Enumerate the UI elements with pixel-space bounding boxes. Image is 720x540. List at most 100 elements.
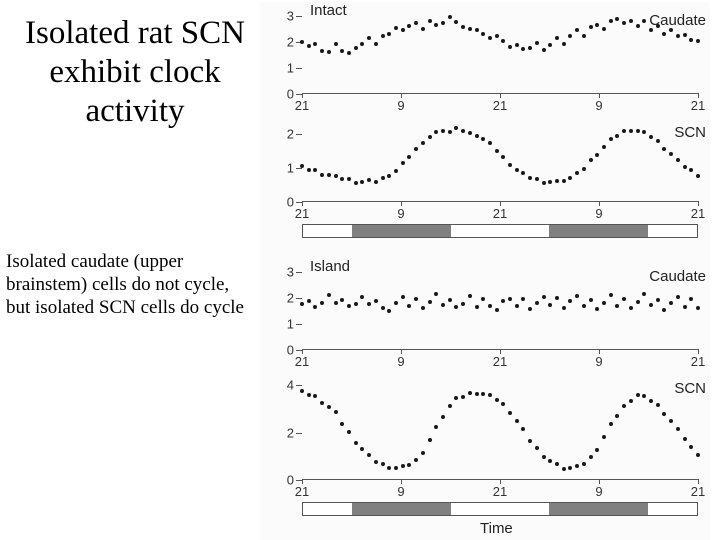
- data-point: [421, 451, 425, 455]
- panel-intact-caudate: 012321921921IntactCaudate: [260, 8, 710, 94]
- y-tick: [296, 324, 302, 325]
- data-point: [374, 180, 378, 184]
- data-point: [434, 130, 438, 134]
- x-tick-label: 21: [290, 206, 314, 221]
- data-point: [676, 158, 680, 162]
- x-tick-label: 21: [686, 98, 710, 113]
- data-point: [568, 466, 572, 470]
- data-point: [381, 306, 385, 310]
- data-point: [609, 137, 613, 141]
- data-point: [320, 401, 324, 405]
- data-point: [360, 447, 364, 451]
- data-point: [562, 179, 566, 183]
- data-point: [300, 302, 304, 306]
- data-point: [381, 462, 385, 466]
- data-point: [615, 134, 619, 138]
- ld-segment: [648, 225, 697, 237]
- x-tick-label: 9: [389, 484, 413, 499]
- data-point: [656, 298, 660, 302]
- data-point: [401, 161, 405, 165]
- data-point: [313, 168, 317, 172]
- data-point: [441, 21, 445, 25]
- data-point: [334, 301, 338, 305]
- panel-title-left: Intact: [310, 2, 347, 19]
- data-point: [468, 27, 472, 31]
- data-point: [689, 297, 693, 301]
- data-point: [542, 295, 546, 299]
- data-point: [676, 427, 680, 431]
- data-point: [347, 430, 351, 434]
- data-point: [669, 28, 673, 32]
- data-point: [689, 38, 693, 42]
- x-tick-label: 21: [290, 484, 314, 499]
- data-point: [582, 304, 586, 308]
- data-point: [313, 394, 317, 398]
- data-point: [515, 419, 519, 423]
- data-point: [367, 453, 371, 457]
- x-tick-label: 21: [488, 98, 512, 113]
- x-tick-label: 21: [686, 484, 710, 499]
- ld-segment: [451, 225, 550, 237]
- data-point: [481, 297, 485, 301]
- data-point: [461, 129, 465, 133]
- y-tick-label: 1: [270, 316, 294, 331]
- data-point: [307, 299, 311, 303]
- data-point: [354, 441, 358, 445]
- x-tick-label: 21: [488, 354, 512, 369]
- data-point: [401, 295, 405, 299]
- data-point: [401, 28, 405, 32]
- data-point: [360, 180, 364, 184]
- y-tick: [296, 298, 302, 299]
- data-point: [414, 458, 418, 462]
- data-point: [683, 437, 687, 441]
- data-point: [689, 168, 693, 172]
- y-tick-label: 2: [270, 34, 294, 49]
- data-point: [461, 302, 465, 306]
- data-point: [475, 28, 479, 32]
- data-point: [394, 26, 398, 30]
- y-tick-label: 2: [270, 425, 294, 440]
- data-point: [394, 466, 398, 470]
- data-point: [622, 129, 626, 133]
- x-tick-label: 9: [389, 206, 413, 221]
- data-point: [481, 137, 485, 141]
- data-point: [488, 36, 492, 40]
- data-point: [595, 153, 599, 157]
- data-point: [535, 301, 539, 305]
- data-point: [387, 174, 391, 178]
- data-point: [656, 24, 660, 28]
- data-point: [475, 134, 479, 138]
- data-point: [320, 173, 324, 177]
- data-point: [448, 15, 452, 19]
- data-point: [589, 298, 593, 302]
- data-point: [649, 28, 653, 32]
- data-point: [307, 44, 311, 48]
- panel-label-right: SCN: [674, 124, 706, 141]
- data-point: [602, 301, 606, 305]
- data-point: [602, 27, 606, 31]
- data-point: [387, 32, 391, 36]
- data-point: [636, 300, 640, 304]
- data-point: [589, 158, 593, 162]
- data-point: [360, 42, 364, 46]
- data-point: [568, 34, 572, 38]
- y-tick: [296, 433, 302, 434]
- data-point: [649, 303, 653, 307]
- data-point: [669, 152, 673, 156]
- data-point: [407, 304, 411, 308]
- data-point: [542, 48, 546, 52]
- ld-segment: [648, 503, 697, 515]
- data-point: [636, 129, 640, 133]
- data-point: [461, 395, 465, 399]
- data-point: [515, 43, 519, 47]
- data-point: [528, 46, 532, 50]
- data-point: [642, 394, 646, 398]
- data-point: [615, 17, 619, 21]
- data-point: [454, 20, 458, 24]
- data-point: [313, 305, 317, 309]
- data-point: [300, 164, 304, 168]
- panel-label-right: Caudate: [649, 268, 706, 285]
- data-point: [300, 389, 304, 393]
- data-point: [454, 396, 458, 400]
- data-point: [347, 304, 351, 308]
